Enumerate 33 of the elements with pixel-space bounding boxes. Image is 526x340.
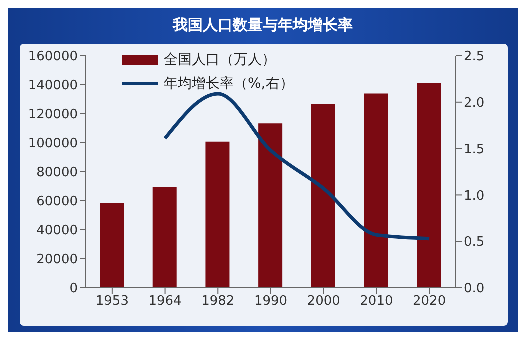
y-tick-label: 120000 <box>28 108 78 123</box>
bar <box>152 187 177 288</box>
y-tick-label: 140000 <box>28 78 78 94</box>
legend-label: 年均增长率（%,右） <box>164 75 294 93</box>
y2-tick-label: 2.5 <box>464 50 485 65</box>
x-tick-label: 2000 <box>307 294 340 310</box>
x-tick-label: 1982 <box>202 294 235 310</box>
y-tick-label: 100000 <box>28 136 78 152</box>
line-series <box>164 92 432 241</box>
y2-tick-label: 2.0 <box>464 96 485 112</box>
x-tick-label: 1990 <box>254 294 288 310</box>
y2-tick-label: 1.5 <box>464 142 485 158</box>
bar <box>417 83 442 288</box>
y-tick-label: 0 <box>70 282 78 297</box>
bar <box>364 94 388 288</box>
y-tick-label: 80000 <box>36 166 78 181</box>
y2-tick-label: 0.0 <box>464 282 485 297</box>
chart-title: 我国人口数量与年均增长率 <box>172 15 354 36</box>
bar <box>206 142 230 288</box>
x-tick-label: 1953 <box>96 294 129 310</box>
x-tick-label: 2020 <box>413 294 446 310</box>
bar <box>100 203 124 288</box>
bar <box>311 104 336 288</box>
y-tick-label: 160000 <box>28 50 78 65</box>
y2-tick-label: 0.5 <box>464 235 485 250</box>
y2-tick-label: 1.0 <box>464 188 485 204</box>
y-tick-label: 40000 <box>36 224 78 239</box>
x-tick-label: 1964 <box>148 294 182 310</box>
y-tick-label: 20000 <box>36 252 78 268</box>
legend-label: 全国人口（万人） <box>164 51 276 69</box>
bar <box>258 124 283 288</box>
y-tick-label: 60000 <box>36 194 78 210</box>
x-tick-label: 2010 <box>360 294 394 310</box>
